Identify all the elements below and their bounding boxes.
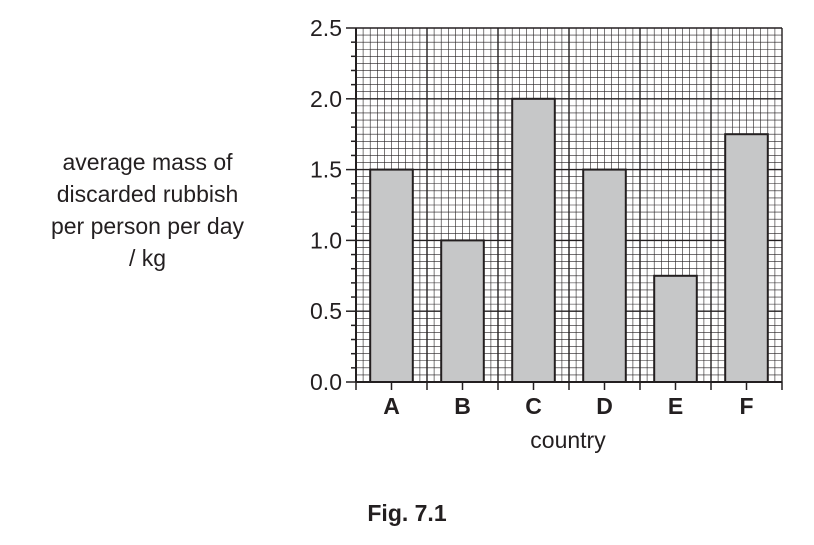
x-tick-label: A — [383, 393, 400, 419]
bar-b — [440, 239, 485, 383]
y-axis-label-line: / kg — [128, 245, 167, 271]
bar-a — [369, 168, 414, 383]
y-axis-label-line: per person per day — [50, 213, 245, 239]
y-tick-label: 2.0 — [310, 86, 342, 112]
bar-c — [511, 97, 556, 384]
tick-labels: 0.0 0.5 1.0 1.5 2.0 2.5 A B C D E F — [310, 15, 754, 419]
y-tick-label: 2.5 — [310, 15, 342, 41]
x-tick-label: D — [596, 393, 613, 419]
y-tick-label: 1.5 — [310, 157, 342, 183]
y-tick-label: 1.0 — [310, 227, 342, 253]
x-tick-label: F — [739, 393, 753, 419]
grid — [355, 27, 783, 383]
y-tick-label: 0.0 — [310, 369, 342, 395]
x-tick-label: C — [525, 393, 542, 419]
axes — [346, 27, 783, 390]
y-axis-label-line: discarded rubbish — [56, 181, 239, 207]
x-tick-label: B — [454, 393, 471, 419]
bar-e — [653, 274, 698, 383]
figure-caption: Fig. 7.1 — [367, 500, 447, 526]
bar-f — [724, 133, 769, 383]
x-tick-label: E — [668, 393, 683, 419]
y-tick-label: 0.5 — [310, 298, 342, 324]
bar-d — [582, 168, 627, 383]
x-axis-label: country — [530, 427, 606, 453]
y-axis-label-line: average mass of — [62, 149, 233, 175]
